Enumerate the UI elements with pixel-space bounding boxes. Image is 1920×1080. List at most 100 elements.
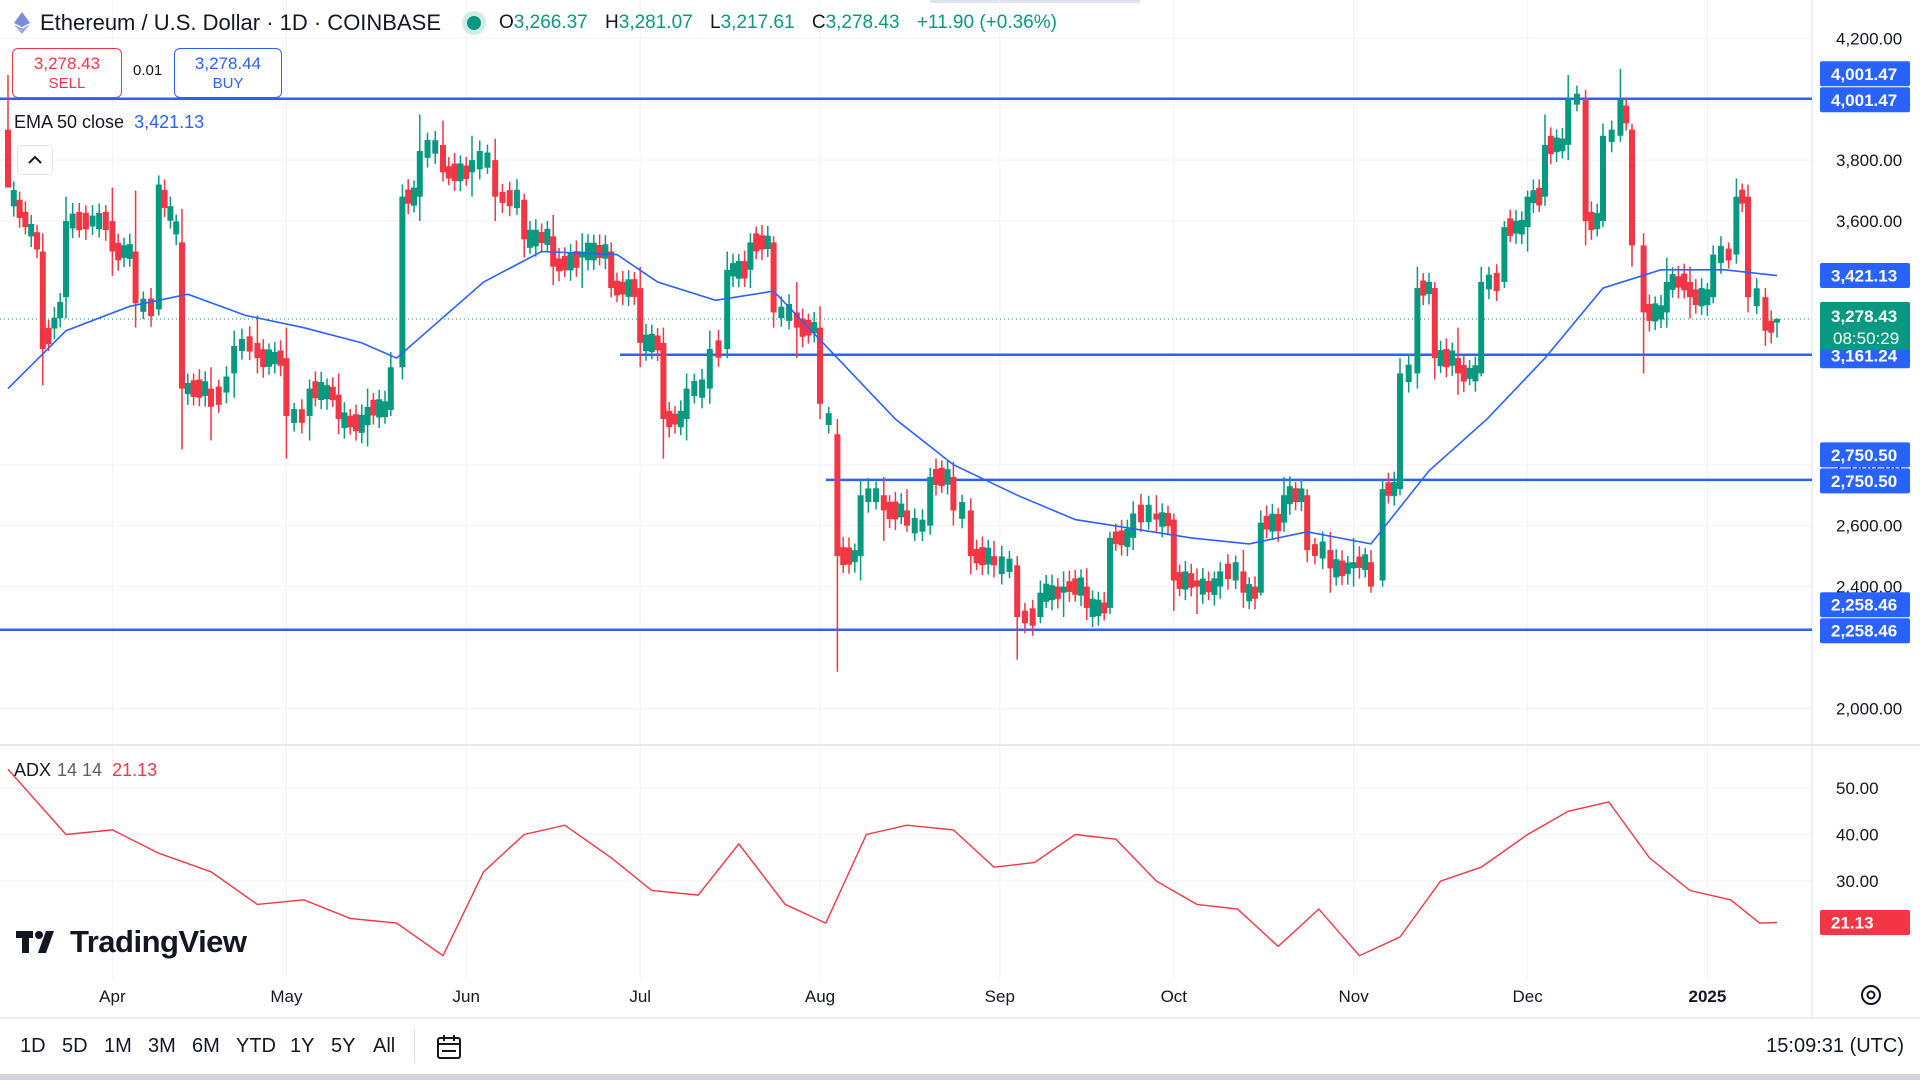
candle-body [1559, 138, 1566, 152]
candle-body [10, 190, 17, 207]
calendar-range-icon[interactable] [434, 1032, 464, 1062]
timeframe-6m-button[interactable]: 6M [192, 1035, 220, 1057]
candle-body [1762, 297, 1769, 331]
ema-legend-name: EMA 50 close [14, 112, 125, 132]
candle-body [223, 376, 230, 393]
candle-body [96, 212, 103, 230]
candle-body [238, 338, 245, 351]
adx-axis-tick-label: 40.00 [1836, 826, 1879, 845]
candle-body [715, 340, 722, 358]
candle-body [778, 306, 785, 319]
candle-body [318, 382, 325, 401]
candle-body [1379, 489, 1386, 581]
candle-body [1072, 578, 1079, 595]
buy-label: BUY [212, 75, 244, 92]
candle-body [793, 312, 800, 328]
timeframe-5y-button[interactable]: 5Y [331, 1035, 356, 1057]
timeframe-1y-button[interactable]: 1Y [290, 1035, 315, 1057]
adx-legend-name: ADX [14, 760, 52, 780]
collapse-legend-button[interactable] [17, 145, 53, 175]
candle-body [724, 269, 731, 349]
timeframe-1m-button[interactable]: 1M [104, 1035, 132, 1057]
timeframe-3m-button[interactable]: 3M [148, 1035, 176, 1057]
candle-body [1311, 544, 1318, 556]
candle-body [283, 358, 290, 417]
candle-body [1717, 246, 1724, 264]
candle-body [959, 502, 966, 519]
gear-ring [1861, 985, 1881, 1005]
candle-body [34, 232, 40, 250]
candle-body [1536, 187, 1543, 206]
candle-body [484, 152, 491, 168]
buy-price: 3,278.44 [194, 54, 262, 73]
ema-price-badge-bg [1820, 263, 1910, 289]
candle-body [298, 409, 305, 423]
candle-body [1582, 99, 1589, 222]
candle-body [1066, 581, 1073, 592]
candle-body [1304, 495, 1311, 551]
candle-body [382, 401, 388, 418]
candle-body [1095, 599, 1102, 617]
tradingview-logo[interactable]: TradingView [16, 924, 247, 960]
time-axis-label: Sep [985, 987, 1015, 1006]
candle-body [1269, 513, 1276, 532]
candle-body [22, 211, 29, 228]
candle-body [39, 251, 46, 349]
sell-button[interactable]: 3,278.43 SELL [12, 48, 122, 98]
adx-legend[interactable]: ADX 14 14 21.13 [14, 760, 157, 781]
change-value: +11.90 (+0.36%) [916, 12, 1057, 33]
candle-body [1530, 190, 1537, 204]
candle-body [1130, 513, 1137, 538]
candle-body [1333, 559, 1340, 578]
candle-body [190, 380, 197, 397]
candle-body [1524, 196, 1531, 228]
candle-body [45, 327, 52, 345]
candle-body [1188, 573, 1195, 588]
candle-body [271, 352, 278, 365]
ema-legend[interactable]: EMA 50 close 3,421.13 [14, 112, 204, 133]
candle-body [846, 547, 852, 565]
candle-body [631, 279, 638, 297]
settings-icon[interactable] [1861, 985, 1881, 1005]
candle-body [637, 288, 644, 343]
candle-body [985, 547, 992, 565]
candle-body [208, 388, 214, 407]
candle-body [445, 166, 452, 179]
time-axis-label: Apr [99, 987, 126, 1006]
utc-clock[interactable]: 15:09:31 (UTC) [1766, 1035, 1904, 1057]
candle-body [561, 255, 568, 271]
candle-body [1107, 537, 1113, 608]
candle-body [266, 349, 272, 367]
timeframe-ytd-button[interactable]: YTD [236, 1035, 276, 1057]
candle-body [1137, 504, 1144, 523]
candle-body [184, 383, 191, 395]
candle-body [950, 476, 957, 511]
candle-body [1159, 512, 1166, 527]
adx-axis-tick-label: 30.00 [1836, 872, 1879, 891]
candle-body [1692, 289, 1699, 306]
candle-body [619, 281, 626, 295]
candle-body [335, 394, 342, 420]
level-badge-upper-bg [1820, 592, 1910, 618]
timeframe-5d-button[interactable]: 5D [62, 1035, 88, 1057]
symbol-title[interactable]: Ethereum / U.S. Dollar · 1D · COINBASE [40, 10, 441, 35]
candle-body [1021, 610, 1028, 624]
candle-body [741, 261, 748, 279]
open-value: 3,266.37 [513, 12, 588, 33]
candle-body [1037, 592, 1044, 618]
candle-body [1246, 584, 1253, 602]
candle-body [1478, 281, 1485, 374]
time-axis-label: 2025 [1688, 987, 1726, 1006]
last-price-badge: 3,278.43 [1831, 307, 1897, 326]
candle-body [1518, 219, 1525, 235]
buy-button[interactable]: 3,278.44 BUY [174, 48, 282, 98]
candle-body [16, 199, 23, 218]
candle-body [1089, 598, 1096, 618]
candle-body [1224, 563, 1231, 580]
timeframe-1d-button[interactable]: 1D [20, 1035, 46, 1057]
candle-body [1397, 373, 1403, 490]
timeframe-all-button[interactable]: All [373, 1035, 396, 1057]
candle-body [1698, 288, 1705, 307]
candle-body [1319, 541, 1326, 559]
